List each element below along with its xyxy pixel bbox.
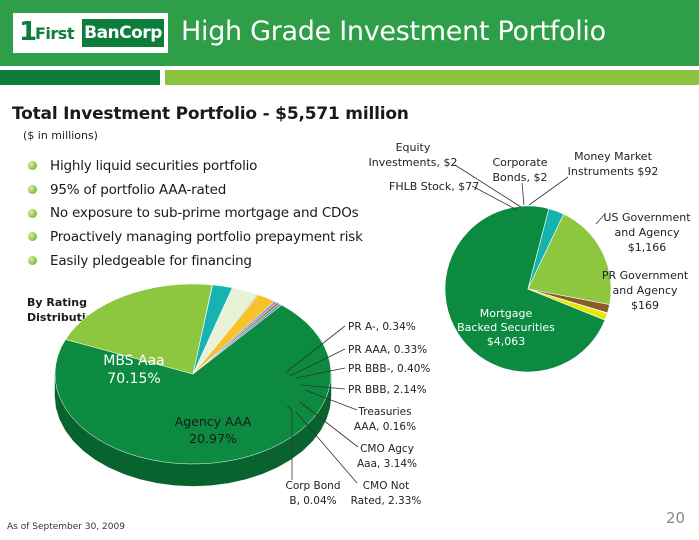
rating-slice-label-line: PR BBB-, 0.40% xyxy=(348,363,430,375)
rating-slice-label: PR BBB, 2.14% xyxy=(348,384,427,396)
rating-leader-line xyxy=(295,411,358,484)
page-number: 20 xyxy=(666,509,686,527)
accent-bar-light xyxy=(165,70,699,85)
bullet-dot-icon xyxy=(28,161,37,171)
bullet-item: Highly liquid securities portfolio xyxy=(28,154,363,178)
rating-slice-label-line: Treasuries xyxy=(357,406,411,418)
portfolio-pie-slice xyxy=(527,288,608,321)
portfolio-slice-label-line: US Government xyxy=(603,211,691,224)
rating-slice-label-line: AAA, 0.16% xyxy=(354,421,416,433)
portfolio-slice-label: Equity Investments, $2 xyxy=(368,141,457,169)
portfolio-slice-label: FHLB Stock, $77 xyxy=(389,180,479,193)
portfolio-slice-label: US Government and Agency $1,166 xyxy=(603,211,691,254)
rating-slice-label-line: 20.97% xyxy=(189,431,237,446)
portfolio-slice-label-line: Equity xyxy=(396,141,431,154)
bullet-list: Highly liquid securities portfolio 95% o… xyxy=(28,154,363,272)
portfolio-slice-label-line: Bonds, $2 xyxy=(493,171,548,184)
portfolio-leader-line xyxy=(528,176,569,206)
bullet-item: 95% of portfolio AAA-rated xyxy=(28,178,363,202)
company-logo: 1 First BanCorp xyxy=(13,13,168,53)
rating-slice-label: Agency AAA 20.97% xyxy=(175,414,252,446)
units-note: ($ in millions) xyxy=(23,129,98,142)
portfolio-pie-slice xyxy=(444,205,606,373)
rating-leader-line xyxy=(284,325,346,374)
accent-bar-dark xyxy=(0,70,160,85)
portfolio-slice-label-line: Backed Securities xyxy=(457,321,555,334)
portfolio-slice-label-line: $1,166 xyxy=(628,241,667,254)
logo-first-text: First xyxy=(35,24,74,43)
portfolio-leader-line xyxy=(595,214,605,225)
rating-leader-line xyxy=(286,405,293,480)
rating-slice-label-line: 70.15% xyxy=(107,371,160,387)
bullet-dot-icon xyxy=(28,208,37,218)
rating-pie-slice xyxy=(192,303,283,375)
bullet-text: Highly liquid securities portfolio xyxy=(50,157,258,174)
header-banner: 1 First BanCorp High Grade Investment Po… xyxy=(0,0,699,66)
portfolio-slice-label: PR Government and Agency $169 xyxy=(602,269,689,312)
rating-slice-label: PR BBB-, 0.40% xyxy=(348,363,430,375)
as-of-date: As of September 30, 2009 xyxy=(7,522,125,532)
rating-leader-line xyxy=(299,384,346,390)
rating-pie-slice xyxy=(65,283,213,375)
rating-slice-label-line: MBS Aaa xyxy=(103,353,165,369)
bullet-item: Proactively managing portfolio prepaymen… xyxy=(28,225,363,249)
bullet-dot-icon xyxy=(28,185,37,195)
rating-slice-label-line: PR BBB, 2.14% xyxy=(348,384,427,396)
rating-slice-label: Corp Bond B, 0.04% xyxy=(285,480,340,507)
rating-slice-label: PR A-, 0.34% xyxy=(348,321,416,333)
rating-pie-slice xyxy=(54,304,332,465)
rating-slice-label: PR AAA, 0.33% xyxy=(348,344,427,356)
rating-leader-line xyxy=(289,348,346,377)
portfolio-total-heading: Total Investment Portfolio - $5,571 mill… xyxy=(12,104,409,124)
rating-slice-label-line: PR A-, 0.34% xyxy=(348,321,416,333)
portfolio-slice-label: Money Market Instruments $92 xyxy=(568,150,659,178)
bullet-text: Proactively managing portfolio prepaymen… xyxy=(50,228,363,245)
portfolio-slice-label-line: Instruments $92 xyxy=(568,165,659,178)
portfolio-pie-slice xyxy=(527,213,612,305)
logo-number: 1 xyxy=(19,17,38,47)
portfolio-slice-label-line: Investments, $2 xyxy=(368,156,457,169)
bullet-item: Easily pledgeable for financing xyxy=(28,249,363,273)
rating-slice-label-line: PR AAA, 0.33% xyxy=(348,344,427,356)
rating-leader-line xyxy=(299,401,359,448)
portfolio-slice-label-line: Mortgage xyxy=(480,307,533,320)
portfolio-slice-label-line: Corporate xyxy=(493,156,548,169)
rating-leader-line xyxy=(304,389,358,411)
rating-leader-line xyxy=(295,367,346,379)
bullet-text: 95% of portfolio AAA-rated xyxy=(50,181,227,198)
logo-bancorp-text: BanCorp xyxy=(82,19,164,47)
portfolio-slice-label: Corporate Bonds, $2 xyxy=(493,156,548,184)
rating-slice-label-line: Corp Bond xyxy=(285,480,340,492)
rating-slice-label-line: CMO Agcy xyxy=(360,443,414,455)
rating-slice-label-line: CMO Not xyxy=(363,480,409,492)
portfolio-slice-label-line: and Agency xyxy=(615,226,680,239)
portfolio-slice-label-line: PR Government xyxy=(602,269,689,282)
portfolio-leader-line xyxy=(471,185,518,211)
portfolio-leader-line xyxy=(454,164,522,208)
rating-slice-label-line: Rated, 2.33% xyxy=(351,495,422,507)
bullet-dot-icon xyxy=(28,256,37,266)
bullet-item: No exposure to sub-prime mortgage and CD… xyxy=(28,201,363,225)
portfolio-slice-label-line: Money Market xyxy=(574,150,652,163)
portfolio-slice-label-line: FHLB Stock, $77 xyxy=(389,180,479,193)
slide-title: High Grade Investment Portfolio xyxy=(181,16,606,47)
rating-slice-label: CMO Agcy Aaa, 3.14% xyxy=(357,443,417,470)
rating-slice-label-line: B, 0.04% xyxy=(289,495,336,507)
rating-slice-label-line: Agency AAA xyxy=(175,414,252,429)
rating-slice-label: MBS Aaa 70.15% xyxy=(103,353,165,387)
portfolio-slice-label-line: $169 xyxy=(631,299,659,312)
bullet-text: No exposure to sub-prime mortgage and CD… xyxy=(50,205,359,222)
portfolio-slice-label-line: and Agency xyxy=(613,284,678,297)
portfolio-slice-label-line: $4,063 xyxy=(487,335,526,348)
bullet-dot-icon xyxy=(28,232,37,242)
rating-slice-label-line: Aaa, 3.14% xyxy=(357,458,417,470)
portfolio-slice-label: Mortgage Backed Securities $4,063 xyxy=(457,307,555,348)
rating-label-line: By Rating xyxy=(27,296,88,309)
rating-slice-label: Treasuries AAA, 0.16% xyxy=(354,406,416,433)
bullet-text: Easily pledgeable for financing xyxy=(50,252,252,269)
portfolio-leader-line xyxy=(521,182,525,206)
rating-slice-label: CMO Not Rated, 2.33% xyxy=(351,480,422,507)
